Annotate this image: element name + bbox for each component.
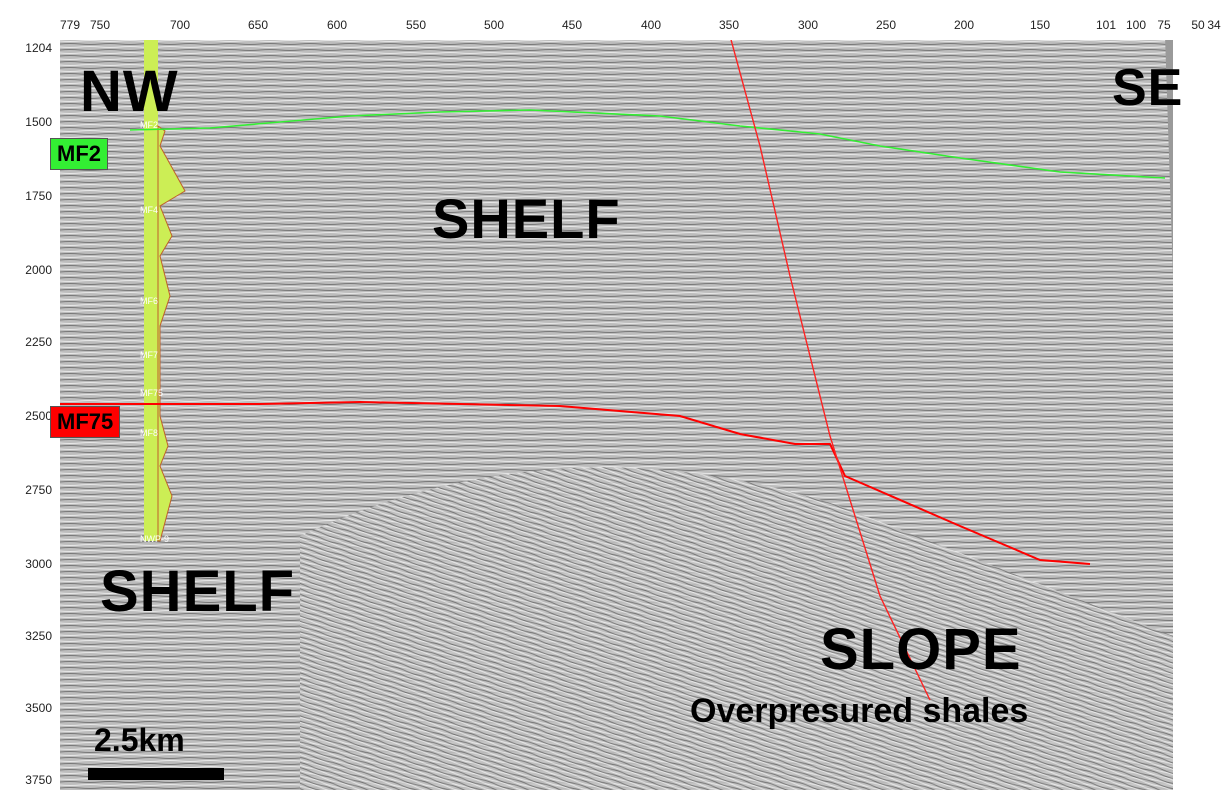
scale-label: 2.5km (94, 722, 185, 758)
nw-label: NW (80, 59, 179, 124)
shelf-upper-label: SHELF (432, 187, 621, 250)
x-tick: 700 (169, 18, 191, 32)
se-label: SE (1112, 59, 1184, 117)
x-tick: 101 (1095, 18, 1117, 32)
well-marker: MF2 (140, 120, 158, 130)
well-marker: MF6 (140, 296, 158, 306)
well-marker: MF4 (140, 205, 158, 215)
y-tick: 3250 (25, 629, 52, 643)
x-tick: 350 (718, 18, 740, 32)
x-tick: 650 (247, 18, 269, 32)
y-tick: 3000 (25, 557, 52, 571)
x-tick: 250 (875, 18, 897, 32)
shelf-lower-label: SHELF (100, 559, 296, 624)
x-tick: 50 (1191, 18, 1205, 32)
y-tick: 3750 (25, 773, 52, 787)
x-tick: 779 (59, 18, 81, 32)
y-tick: 2750 (25, 483, 52, 497)
x-tick: 500 (483, 18, 505, 32)
x-tick: 450 (561, 18, 583, 32)
well-marker: MF75 (140, 388, 164, 398)
well-marker: MF8 (140, 428, 158, 438)
y-tick: 2250 (25, 335, 52, 349)
well-log (144, 36, 158, 541)
x-tick: 75 (1157, 18, 1171, 32)
seismic-section (60, 36, 1173, 790)
x-tick: 34 (1207, 18, 1221, 32)
mf75-horizon (60, 400, 1091, 565)
overpressured-label: Overpresured shales (690, 692, 1029, 730)
y-tick: 2000 (25, 263, 52, 277)
well-marker: MF7 (140, 350, 158, 360)
x-tick: 300 (797, 18, 819, 32)
x-tick: 550 (405, 18, 427, 32)
y-tick: 1500 (25, 115, 52, 129)
y-tick: 1750 (25, 189, 52, 203)
x-tick: 600 (326, 18, 348, 32)
fault-line (729, 36, 931, 701)
well-marker: NWP-9 (140, 534, 169, 544)
top-axis: 779 750 700 650 600 550 500 450 400 350 … (0, 0, 1223, 40)
x-tick: 750 (89, 18, 111, 32)
scale-bar (88, 768, 224, 780)
x-tick: 400 (640, 18, 662, 32)
y-tick: 3500 (25, 701, 52, 715)
x-tick: 150 (1029, 18, 1051, 32)
y-tick: 1204 (25, 41, 52, 55)
x-tick: 200 (953, 18, 975, 32)
mf2-horizon (129, 109, 1166, 179)
left-axis: 1204 1500 1750 2000 2250 2500 2750 3000 … (0, 0, 60, 794)
x-tick: 100 (1125, 18, 1147, 32)
y-tick: 2500 (25, 409, 52, 423)
slope-label: SLOPE (820, 617, 1022, 682)
mf2-label: MF2 (50, 138, 108, 170)
mf75-label: MF75 (50, 406, 121, 438)
